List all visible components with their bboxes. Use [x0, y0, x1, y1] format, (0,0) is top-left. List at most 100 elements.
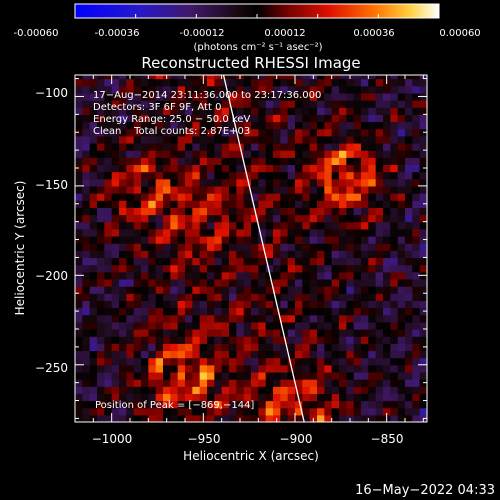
heatmap-cell — [331, 207, 340, 216]
heatmap-cell — [339, 407, 347, 416]
heatmap-cell — [185, 364, 193, 373]
heatmap-cell — [229, 364, 237, 373]
heatmap-cell — [353, 379, 362, 387]
heatmap-cell — [243, 314, 252, 323]
heatmap-cell — [214, 135, 223, 144]
heatmap-cell — [207, 85, 215, 94]
heatmap-cell — [309, 357, 318, 366]
heatmap-cell — [317, 75, 325, 80]
heatmap-cell — [148, 92, 157, 101]
heatmap-cell — [229, 328, 237, 337]
heatmap-cell — [185, 400, 193, 409]
heatmap-cell — [236, 343, 245, 352]
heatmap-cell — [214, 386, 223, 394]
heatmap-cell — [119, 207, 127, 216]
heatmap-cell — [251, 300, 259, 309]
heatmap-cell — [214, 278, 223, 287]
heatmap-cell — [331, 257, 340, 266]
heatmap-cell — [119, 407, 127, 416]
heatmap-cell — [317, 257, 325, 266]
heatmap-cell — [258, 228, 267, 237]
heatmap-cell — [104, 371, 113, 380]
heatmap-cell — [133, 75, 142, 80]
heatmap-cell — [229, 221, 237, 230]
heatmap-cell — [185, 114, 193, 123]
heatmap-cell — [163, 121, 171, 130]
heatmap-cell — [97, 400, 105, 409]
heatmap-cell — [405, 264, 413, 273]
heatmap-cell — [390, 185, 399, 194]
heatmap-cell — [221, 336, 230, 344]
heatmap-cell — [177, 142, 186, 151]
heatmap-cell — [280, 336, 289, 344]
heatmap-cell — [192, 307, 201, 316]
heatmap-cell — [177, 128, 186, 137]
heatmap-cell — [155, 214, 164, 223]
heatmap-cell — [368, 128, 377, 137]
heatmap-cell — [375, 314, 384, 323]
heatmap-cell — [177, 328, 186, 337]
heatmap-cell — [126, 336, 135, 344]
heatmap-cell — [155, 78, 164, 87]
heatmap-cell — [302, 314, 311, 323]
heatmap-cell — [419, 107, 427, 115]
heatmap-cell — [148, 386, 157, 394]
heatmap-cell — [177, 386, 186, 394]
heatmap-cell — [104, 286, 113, 294]
heatmap-cell — [265, 293, 274, 301]
heatmap-cell — [346, 85, 355, 94]
heatmap-cell — [133, 171, 142, 180]
heatmap-cell — [265, 200, 274, 208]
heatmap-cell — [251, 75, 259, 80]
heatmap-cell — [192, 379, 201, 387]
heatmap-cell — [89, 386, 98, 394]
heatmap-cell — [229, 321, 237, 330]
heatmap-cell — [170, 121, 179, 130]
heatmap-cell — [97, 92, 105, 101]
heatmap-cell — [258, 357, 267, 366]
heatmap-cell — [177, 293, 186, 301]
heatmap-cell — [375, 371, 384, 380]
heatmap-cell — [199, 300, 208, 309]
heatmap-cell — [243, 400, 252, 409]
heatmap-cell — [295, 321, 303, 330]
heatmap-cell — [309, 200, 318, 208]
heatmap-cell — [82, 135, 91, 144]
heatmap-cell — [119, 257, 127, 266]
heatmap-cell — [185, 142, 193, 151]
heatmap-cell — [353, 92, 362, 101]
heatmap-cell — [155, 207, 164, 216]
heatmap-cell — [229, 178, 237, 187]
heatmap-cell — [287, 171, 296, 180]
heatmap-cell — [317, 92, 325, 101]
heatmap-cell — [243, 371, 252, 380]
heatmap-cell — [104, 386, 113, 394]
heatmap-cell — [82, 78, 91, 87]
heatmap-cell — [221, 150, 230, 158]
heatmap-cell — [104, 250, 113, 259]
heatmap-cell — [89, 314, 98, 323]
heatmap-cell — [199, 364, 208, 373]
heatmap-cell — [97, 128, 105, 137]
heatmap-cell — [317, 271, 325, 280]
heatmap-cell — [390, 264, 399, 273]
heatmap-cell — [221, 207, 230, 216]
x-tick-label: −950 — [188, 432, 221, 446]
heatmap-cell — [104, 142, 113, 151]
heatmap-cell — [126, 293, 135, 301]
heatmap-cell — [177, 157, 186, 166]
heatmap-cell — [75, 100, 83, 108]
heatmap-cell — [397, 235, 406, 244]
heatmap-cell — [119, 400, 127, 409]
heatmap-cell — [155, 364, 164, 373]
heatmap-cell — [97, 114, 105, 123]
heatmap-cell — [163, 379, 171, 387]
colorbar-ticks — [135, 14, 379, 18]
heatmap-cell — [82, 321, 91, 330]
heatmap-cell — [309, 214, 318, 223]
heatmap-cell — [119, 157, 127, 166]
heatmap-cell — [302, 121, 311, 130]
heatmap-cell — [207, 185, 215, 194]
heatmap-cell — [419, 321, 427, 330]
heatmap-cell — [368, 278, 377, 287]
